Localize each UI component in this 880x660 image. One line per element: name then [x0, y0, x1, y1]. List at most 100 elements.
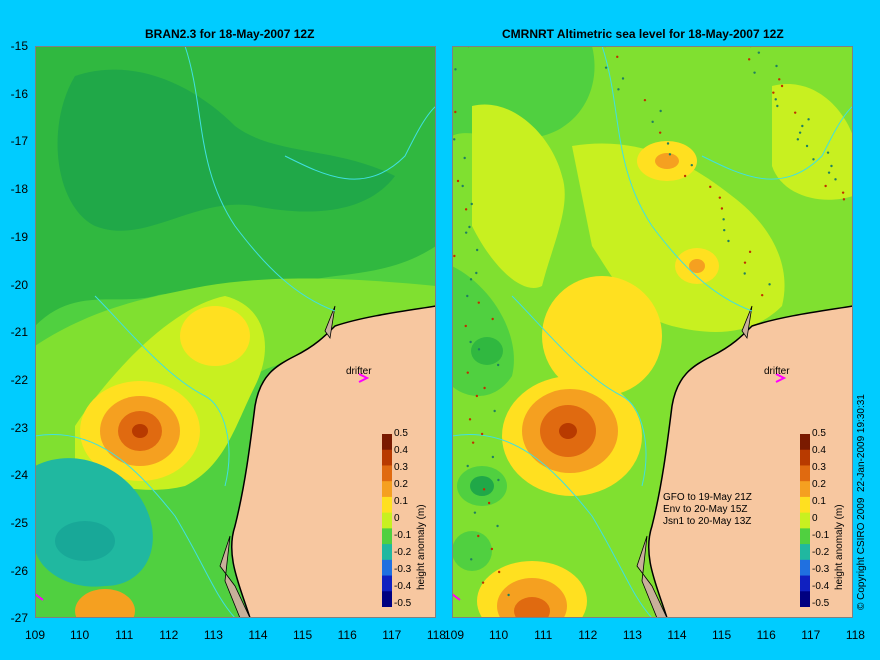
x-axis-label: 115: [293, 628, 313, 642]
bathymetry-contour: [94, 295, 230, 487]
track-point: [748, 250, 752, 254]
track-point: [659, 109, 662, 113]
colorbar-segment: [382, 528, 392, 545]
southern-warm-spot: [75, 589, 135, 618]
right-map-title: CMRNRT Altimetric sea level for 18-May-2…: [502, 27, 784, 41]
track-point: [718, 196, 722, 199]
track-point: [834, 178, 837, 181]
track-point: [493, 409, 496, 413]
track-point: [683, 174, 687, 178]
y-axis-label: -15: [10, 39, 28, 53]
colorbar-segment: [800, 434, 810, 451]
track-point: [477, 534, 480, 538]
track-point: [722, 218, 725, 221]
drifter-trail: [35, 593, 44, 601]
warm-eddy-center: [559, 423, 577, 439]
colorbar-segment: [382, 481, 392, 498]
colorbar-tick-label: -0.3: [812, 564, 830, 575]
track-point: [468, 225, 471, 229]
coastal-shelf: [636, 305, 753, 618]
track-point: [480, 432, 484, 436]
coastline: [648, 305, 853, 618]
colorbar-segment: [382, 449, 392, 466]
bathymetry-contour: [511, 295, 647, 487]
colorbar-segment: [382, 591, 392, 607]
x-axis-label: 110: [70, 628, 90, 642]
colorbar-tick-label: 0.4: [394, 445, 408, 456]
track-point: [617, 88, 620, 91]
track-point: [453, 254, 456, 258]
x-axis-label: 114: [248, 628, 268, 642]
colorbar-tick-label: -0.1: [812, 530, 830, 541]
y-axis-label: -24: [10, 468, 28, 483]
track-point: [801, 124, 804, 128]
track-point: [507, 593, 510, 597]
track-point: [604, 66, 608, 69]
timestamp: 22-Jan-2009 19:30:31: [856, 394, 867, 493]
track-point: [743, 272, 746, 275]
track-point: [772, 91, 775, 94]
y-axis-label: -19: [10, 229, 28, 244]
copyright-label: © Copyright CSIRO 2009: [856, 497, 867, 610]
colorbar-segment: [382, 465, 392, 482]
colorbar-tick-label: 0.1: [394, 496, 408, 507]
colorbar-tick-label: 0.5: [812, 428, 826, 439]
x-axis-label: 111: [115, 628, 134, 642]
track-point: [743, 261, 747, 264]
cold-eddy-inner: [55, 521, 115, 561]
track-point: [753, 71, 756, 74]
colorbar-tick-label: 0.5: [394, 428, 408, 439]
x-axis-label: 117: [801, 628, 821, 642]
drifter-label-left: drifter: [346, 366, 372, 377]
colorbar-tick-label: -0.4: [812, 581, 830, 592]
track-point: [482, 488, 486, 491]
track-point: [812, 158, 815, 161]
colorbar-segment: [800, 449, 810, 466]
x-axis-label: 118: [845, 628, 865, 642]
track-point: [643, 98, 647, 102]
colorbar-left: [382, 434, 392, 607]
track-point: [475, 248, 479, 252]
x-axis-label: 112: [578, 628, 598, 642]
x-axis-label: 116: [337, 628, 357, 642]
y-axis-label: -20: [10, 277, 28, 292]
coastline: [231, 305, 436, 618]
colorbar-segment: [382, 512, 392, 529]
track-point: [470, 202, 473, 206]
track-point: [490, 547, 494, 551]
track-point: [616, 55, 619, 59]
y-axis-label: -27: [10, 611, 28, 626]
warm-region-central: [542, 276, 662, 396]
left-map-title: BRAN2.3 for 18-May-2007 12Z: [145, 27, 315, 41]
track-point: [778, 78, 781, 81]
track-point: [496, 363, 500, 367]
track-point: [776, 104, 779, 108]
colorbar-tick-label: -0.5: [394, 598, 412, 609]
colorbar-tick-label: 0.2: [812, 479, 826, 490]
colorbar-tick-label: 0.2: [394, 479, 408, 490]
bathymetry-contour: [35, 434, 236, 618]
drifter-trail: [452, 593, 461, 601]
track-point: [842, 198, 846, 201]
x-axis-label: 114: [667, 628, 687, 642]
track-point: [466, 464, 469, 468]
warm-eddy-center: [132, 424, 148, 438]
colorbar-segment: [800, 575, 810, 592]
track-point: [475, 394, 479, 398]
track-point: [826, 151, 830, 154]
track-point: [454, 110, 457, 114]
y-axis-label: -25: [10, 516, 28, 530]
southern-warm-core: [514, 597, 550, 618]
y-axis-label: -22: [10, 372, 28, 387]
track-point: [709, 185, 712, 189]
y-axis-label: -18: [10, 182, 28, 197]
bathymetry-contour: [184, 46, 336, 312]
track-point: [464, 324, 467, 328]
x-axis-label: 116: [756, 628, 776, 642]
track-point: [481, 581, 485, 584]
x-axis-label: 118: [426, 628, 446, 642]
colorbar-segment: [800, 559, 810, 577]
negative-anomaly-region: [452, 266, 514, 396]
track-point: [466, 371, 469, 374]
drifter-arrow: [358, 373, 370, 383]
